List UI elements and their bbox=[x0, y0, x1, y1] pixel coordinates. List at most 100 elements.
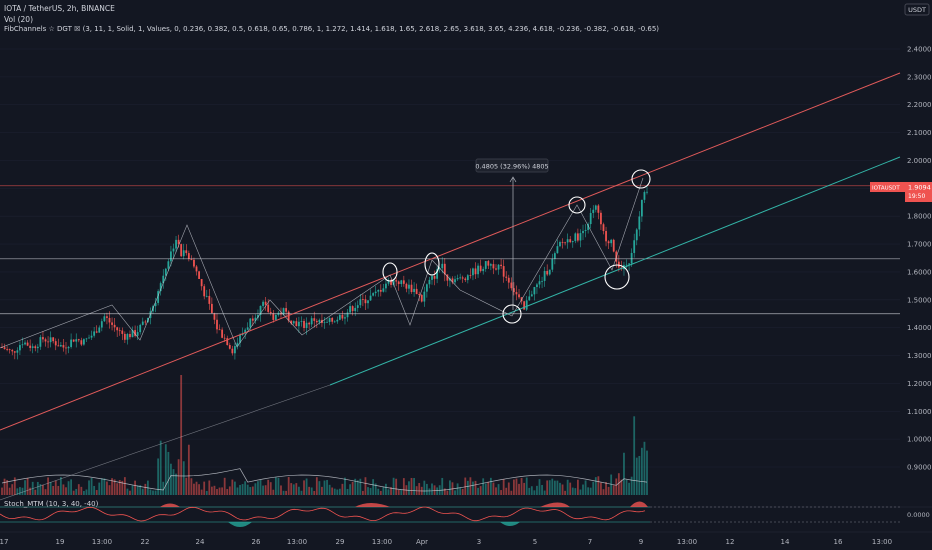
candle-body bbox=[52, 337, 55, 342]
volume-bar bbox=[246, 484, 249, 495]
volume-bar bbox=[395, 478, 398, 495]
candle-body bbox=[116, 327, 119, 331]
volume-bar bbox=[489, 477, 492, 495]
candle-body bbox=[123, 333, 126, 340]
candle-body bbox=[67, 346, 70, 349]
price-axis-tick: 2.1000 bbox=[907, 129, 932, 137]
volume-bar bbox=[382, 486, 385, 495]
candle-body bbox=[646, 191, 648, 193]
candle-body bbox=[259, 305, 262, 315]
volume-bar bbox=[474, 480, 477, 495]
candle-body bbox=[77, 339, 80, 341]
volume-bar bbox=[638, 455, 641, 495]
stoch-overbought-fill bbox=[160, 501, 648, 507]
candle-body bbox=[487, 261, 490, 266]
volume-bar bbox=[428, 488, 431, 495]
candle-body bbox=[379, 289, 382, 292]
volume-bar bbox=[111, 478, 113, 495]
candle-body bbox=[65, 347, 67, 349]
fibchannels-legend[interactable]: FibChannels ☆ DGT ☒ (3, 11, 1, Solid, 1,… bbox=[4, 25, 660, 33]
volume-bar bbox=[198, 484, 200, 495]
volume-bar bbox=[336, 489, 339, 495]
svg-text:USDT: USDT bbox=[908, 6, 926, 14]
measure-tooltip: 0.4805 (32.96%) 4805 bbox=[475, 158, 549, 173]
volume-bar bbox=[500, 490, 503, 495]
candle-body bbox=[24, 342, 26, 345]
volume-bar bbox=[536, 485, 538, 495]
candle-body bbox=[34, 346, 37, 349]
volume-bar bbox=[36, 481, 39, 495]
volume-bar bbox=[267, 479, 270, 495]
volume-bar bbox=[361, 490, 364, 495]
volume-bar bbox=[241, 484, 244, 495]
symbol-title[interactable]: IOTA / TetherUS, 2h, BINANCE bbox=[4, 4, 115, 13]
volume-bar bbox=[54, 480, 57, 495]
candle-body bbox=[264, 301, 267, 305]
candle-body bbox=[597, 205, 600, 213]
candle-body bbox=[405, 283, 408, 289]
candle-body bbox=[482, 268, 485, 272]
candle-body bbox=[594, 205, 597, 210]
candle-body bbox=[630, 252, 633, 264]
volume-bar bbox=[349, 484, 351, 495]
candle-body bbox=[349, 306, 351, 313]
zigzag-line bbox=[0, 177, 644, 349]
candle-body bbox=[292, 321, 295, 324]
candle-body bbox=[479, 265, 482, 272]
price-axis-tick: 1.0000 bbox=[907, 436, 932, 444]
candle-body bbox=[228, 345, 231, 349]
volume-bar bbox=[446, 490, 449, 495]
volume-bar bbox=[39, 484, 42, 495]
volume-bar bbox=[625, 479, 628, 495]
candle-body bbox=[47, 341, 49, 343]
candle-body bbox=[638, 216, 641, 230]
candle-body bbox=[108, 317, 111, 323]
volume-bar bbox=[482, 478, 485, 495]
volume-bar bbox=[157, 458, 160, 495]
candle-body bbox=[420, 294, 423, 302]
currency-badge[interactable]: USDT bbox=[904, 3, 930, 16]
candle-body bbox=[423, 291, 426, 302]
candle-body bbox=[566, 239, 569, 243]
time-axis-tick: 9 bbox=[639, 538, 643, 546]
candle-body bbox=[187, 253, 190, 259]
volume-bar bbox=[518, 483, 520, 495]
candle-body bbox=[249, 318, 252, 328]
candle-body bbox=[415, 288, 418, 295]
time-axis-tick: 7 bbox=[588, 538, 592, 546]
volume-bar bbox=[106, 481, 108, 495]
volume-bar bbox=[249, 487, 252, 495]
volume-bar bbox=[617, 473, 620, 495]
volume-bar bbox=[303, 480, 305, 495]
time-axis-tick: 13:00 bbox=[872, 538, 892, 546]
volume-bar bbox=[193, 483, 195, 495]
candle-body bbox=[200, 278, 203, 287]
candle-body bbox=[16, 350, 19, 353]
volume-bar bbox=[162, 481, 165, 495]
volume-bar bbox=[8, 487, 11, 495]
candle-body bbox=[484, 261, 487, 269]
stoch-legend[interactable]: Stoch_MTM (10, 3, 40, -40) bbox=[4, 500, 99, 508]
volume-bar bbox=[423, 480, 426, 495]
candle-body bbox=[392, 280, 395, 285]
volume-bar bbox=[546, 480, 549, 495]
volume-bar bbox=[298, 486, 300, 495]
volume-bar bbox=[272, 489, 275, 495]
candle-body bbox=[39, 337, 42, 347]
price-axis-tick: 2.2000 bbox=[907, 101, 932, 109]
candle-body bbox=[533, 287, 536, 295]
candle-body bbox=[582, 230, 584, 234]
candle-body bbox=[589, 213, 592, 225]
volume-bar bbox=[29, 487, 32, 495]
candle-body bbox=[269, 311, 272, 314]
volume-ma-line bbox=[1, 468, 648, 492]
volume-bar bbox=[579, 489, 582, 495]
candle-body bbox=[607, 241, 610, 244]
volume-legend[interactable]: Vol (20) bbox=[4, 15, 34, 24]
time-axis-tick: 29 bbox=[336, 538, 345, 546]
volume-bar bbox=[216, 488, 218, 495]
volume-bar bbox=[548, 480, 551, 495]
candle-body bbox=[62, 345, 65, 348]
candle-body bbox=[285, 308, 288, 312]
